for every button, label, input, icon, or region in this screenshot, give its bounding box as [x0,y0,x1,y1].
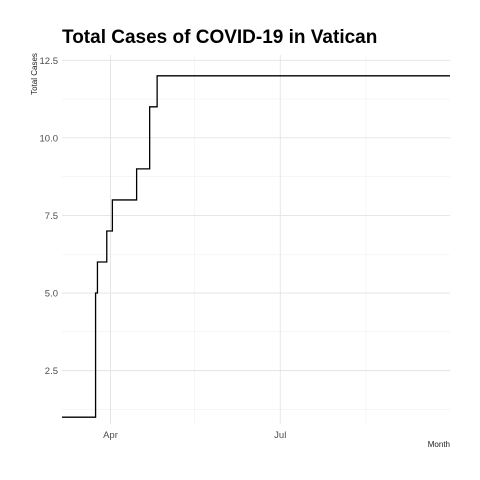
y-axis-ticks: 2.5 5.0 7.5 10.0 12.5 [40,56,59,377]
y-tick-label: 7.5 [45,211,58,222]
x-tick-label: Jul [274,430,286,441]
y-tick-label: 5.0 [45,289,58,300]
y-tick-label: 12.5 [40,56,59,67]
grid [62,55,450,424]
x-tick-label: Apr [103,430,118,441]
y-axis-title: Total Cases [30,53,39,95]
series-group [62,75,450,418]
series-line [62,75,450,418]
y-tick-label: 2.5 [45,366,58,377]
x-axis-title: Month [428,440,450,449]
y-tick-label: 10.0 [40,133,59,144]
x-axis-ticks: Apr Jul [103,430,286,441]
chart-title: Total Cases of COVID-19 in Vatican [62,27,377,48]
